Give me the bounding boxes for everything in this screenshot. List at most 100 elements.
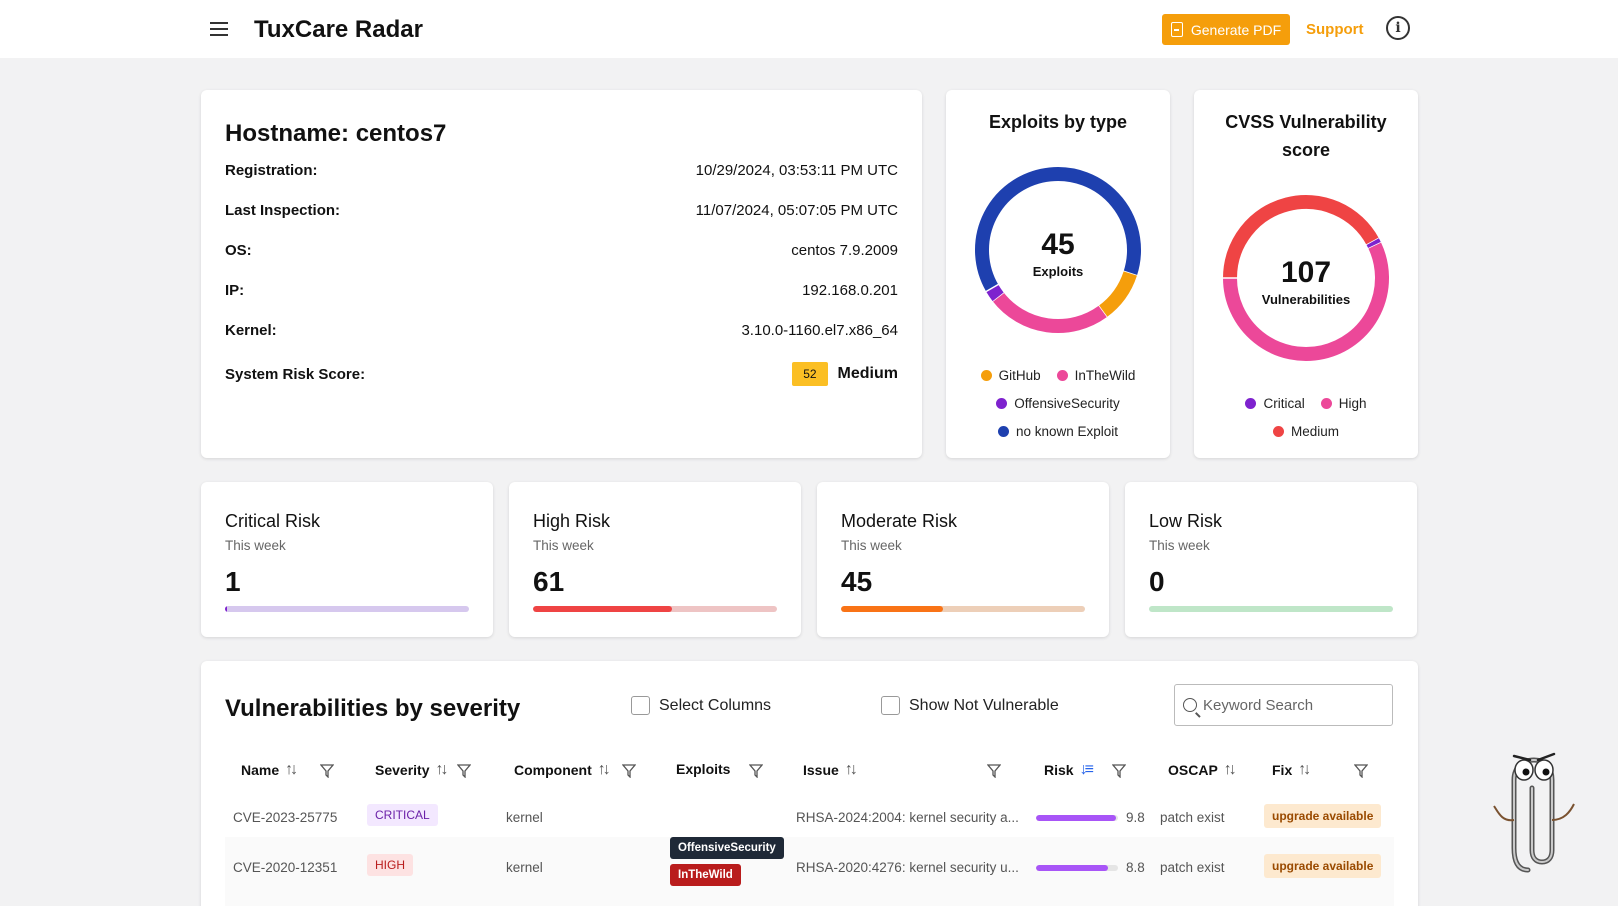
cvss-legend-row-1: Critical High [1194,396,1418,411]
fix-badge[interactable]: upgrade available [1264,804,1382,828]
legend-medium[interactable]: Medium [1272,424,1339,439]
stat-progress-bar [841,606,1085,612]
legend-offensivesecurity[interactable]: OffensiveSecurity [996,396,1120,411]
filter-icon[interactable] [987,764,1001,778]
severity-badge: CRITICAL [367,804,438,826]
legend-no-known-exploit[interactable]: no known Exploit [997,424,1119,439]
show-not-vulnerable-toggle[interactable]: Show Not Vulnerable [881,696,1059,715]
show-not-vulnerable-checkbox[interactable] [881,696,900,715]
sort-descending-icon[interactable]: ↓≡ [1079,761,1094,778]
risk-level-text: Medium [837,365,898,382]
filter-icon[interactable] [320,764,334,778]
host-info-card: Hostname: centos7 Registration: 10/29/20… [201,90,922,458]
keyword-search-box[interactable] [1174,684,1393,726]
sort-icon[interactable]: ↑↓ [285,761,298,778]
stat-title: Critical Risk [225,511,321,531]
kernel-value: 3.10.0-1160.el7.x86_64 [741,322,898,339]
legend-dot-icon [997,426,1009,437]
column-header-fix[interactable]: Fix ↑↓ [1272,761,1311,779]
show-not-vulnerable-label: Show Not Vulnerable [909,696,1059,714]
legend-dot-icon [1056,370,1068,381]
column-header-risk[interactable]: Risk ↓≡ [1044,761,1094,779]
filter-icon[interactable] [1354,764,1368,778]
os-row: OS: centos 7.9.2009 [225,242,898,259]
stat-progress-bar [1149,606,1393,612]
cve-name[interactable]: CVE-2020-12351 [233,860,338,875]
cvss-donut-chart [1222,195,1389,361]
search-icon [1183,698,1197,712]
sort-icon[interactable]: ↑↓ [844,761,858,778]
os-label: OS: [225,242,252,259]
column-header-name[interactable]: Name ↑↓ [241,761,298,779]
risk-meter [1036,815,1118,821]
filter-icon[interactable] [1112,764,1126,778]
hamburger-menu-icon[interactable] [208,19,230,39]
cvss-score-card: CVSS Vulnerability score 107 Vulnerabili… [1194,90,1418,458]
last-inspection-row: Last Inspection: 11/07/2024, 05:07:05 PM… [225,202,898,219]
exploits-by-type-card: Exploits by type 45 Exploits GitHub InTh… [946,90,1170,458]
column-header-oscap[interactable]: OSCAP ↑↓ [1168,761,1237,779]
risk-meter-fill [1036,815,1117,821]
donut-slice-medium[interactable] [1223,195,1379,279]
legend-label: no known Exploit [1015,424,1119,439]
issue-value[interactable]: RHSA-2020:4276: kernel security u... [796,860,1019,875]
column-header-component[interactable]: Component ↑↓ [514,761,611,779]
stat-value: 61 [533,566,565,597]
registration-row: Registration: 10/29/2024, 03:53:11 PM UT… [225,162,898,179]
sort-icon[interactable]: ↑↓ [597,761,611,778]
cvss-center: 107 Vulnerabilities [1194,258,1418,308]
legend-dot-icon [980,370,992,381]
risk-value: 9.8 [1126,810,1145,825]
select-columns-label: Select Columns [659,696,772,714]
cve-name[interactable]: CVE-2023-25775 [233,810,338,825]
keyword-search-input[interactable] [1203,696,1383,714]
sort-icon[interactable]: ↑↓ [1223,761,1237,778]
top-bar: TuxCare Radar Generate PDF Support i [0,0,1618,58]
exploit-tag[interactable]: InTheWild [670,864,741,886]
critical-risk-card: Critical Risk This week 1 [201,482,493,637]
legend-critical[interactable]: Critical [1245,396,1305,411]
info-icon[interactable]: i [1386,16,1410,40]
component-value: kernel [506,860,543,875]
filter-icon[interactable] [622,764,636,778]
column-header-severity[interactable]: Severity ↑↓ [375,761,448,779]
table-row[interactable] [225,837,1394,906]
column-header-issue[interactable]: Issue ↑↓ [803,761,858,779]
legend-high[interactable]: High [1320,396,1367,411]
sort-icon[interactable]: ↑↓ [435,761,448,778]
donut-slice-no-known-exploit[interactable] [975,167,1141,292]
donut-slice-high[interactable] [1223,242,1389,361]
legend-github[interactable]: GitHub [980,368,1041,383]
hostname-title: Hostname: centos7 [225,120,447,147]
exploit-tag[interactable]: OffensiveSecurity [670,837,784,859]
generate-pdf-button[interactable]: Generate PDF [1162,14,1290,45]
cvss-total-label: Vulnerabilities [1261,292,1351,307]
donut-slice-github[interactable] [1098,271,1137,318]
select-columns-checkbox[interactable] [631,696,650,715]
legend-inthewild[interactable]: InTheWild [1056,368,1135,383]
donut-slice-inthewild[interactable] [992,292,1107,333]
stat-subtitle: This week [225,538,286,553]
filter-icon[interactable] [457,764,471,778]
stat-subtitle: This week [533,538,594,553]
sort-icon[interactable]: ↑↓ [1298,761,1311,778]
exploits-legend-row-3: no known Exploit [946,424,1170,439]
legend-dot-icon [1320,398,1332,409]
issue-value[interactable]: RHSA-2024:2004: kernel security a... [796,810,1019,825]
legend-dot-icon [996,398,1008,409]
select-columns-toggle[interactable]: Select Columns [631,696,771,715]
severity-badge: HIGH [367,854,413,876]
vulnerabilities-card: Vulnerabilities by severity Select Colum… [201,661,1418,906]
fix-badge[interactable]: upgrade available [1264,854,1382,878]
clippy-assistant-icon[interactable] [1490,740,1580,880]
stat-title: Low Risk [1149,511,1223,531]
support-link[interactable]: Support [1306,21,1364,38]
column-header-exploits[interactable]: Exploits [676,761,730,777]
risk-value: 8.8 [1126,860,1145,875]
stat-progress-fill [841,606,944,612]
filter-icon[interactable] [749,764,763,778]
moderate-risk-card: Moderate Risk This week 45 [817,482,1109,637]
donut-slice-offensivesecurity[interactable] [986,284,1004,302]
column-label: Name [241,762,280,778]
legend-dot-icon [1245,398,1257,409]
